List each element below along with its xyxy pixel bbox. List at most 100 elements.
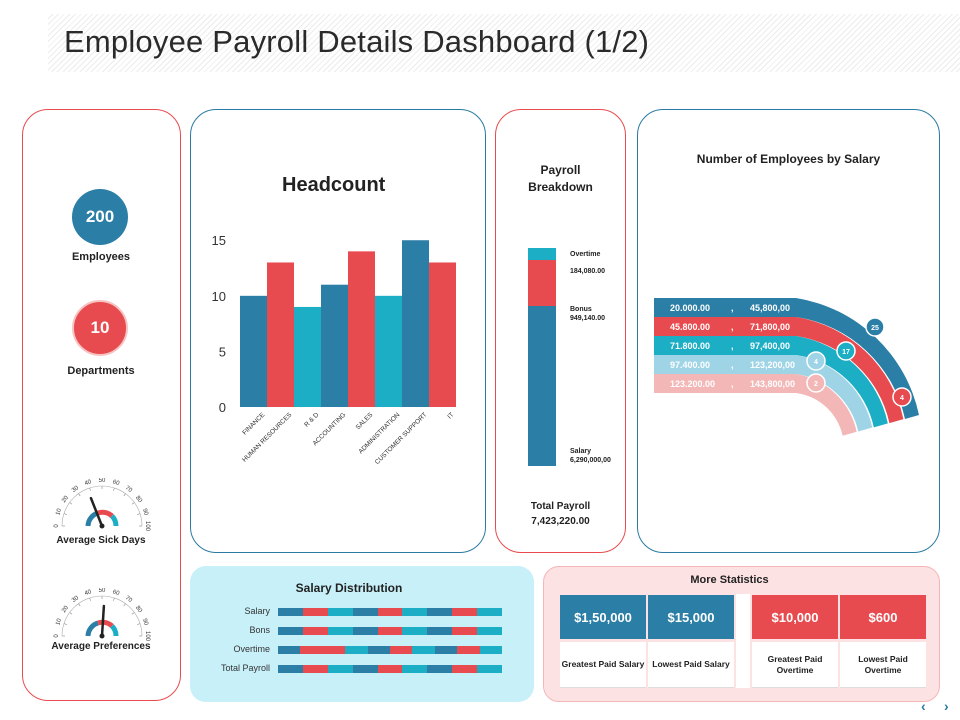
preferences-gauge-tick-label: 60 [112,589,121,597]
distribution-segment [477,665,502,673]
headcount-bar [267,262,294,407]
page-title: Employee Payroll Details Dashboard (1/2) [64,24,649,60]
distribution-segment [427,627,452,635]
preferences-label: Average Preferences [22,641,180,652]
distribution-segment [278,665,303,673]
distribution-segment [402,665,427,673]
overtime-name: Overtime [570,251,600,258]
salary-band-count: 4 [814,359,818,366]
preferences-gauge-tick [137,624,140,625]
preferences-gauge-arc-red [98,622,112,626]
preferences-gauge-needle-hub [100,634,105,639]
distribution-row-label: Salary [196,606,270,616]
preferences-gauge-needle [102,606,104,636]
distribution-segment [457,646,479,654]
overtime-value: 184,080.00 [570,268,605,275]
sick-days-gauge-tick [70,502,72,504]
salary-band-to: 71,800,00 [750,322,790,332]
salary-band-count: 2 [814,381,818,388]
distribution-segment [378,608,403,616]
salary-band-from: 123.200.00 [670,379,715,389]
distribution-segment [328,608,353,616]
headcount-bar [294,307,321,407]
sick-days-gauge-tick-label: 80 [134,495,143,504]
distribution-row-bar [278,665,502,673]
stats-divider [736,594,750,688]
sick-days-gauge-tick-label: 70 [124,485,133,494]
distribution-segment [427,665,452,673]
distribution-segment [390,646,412,654]
sick-days-gauge-tick [113,488,114,491]
salary-bands-chart: 20.000.00, 45,800,002545.800.00, 71,800,00… [640,290,936,460]
sick-days-label: Average Sick Days [22,535,180,546]
preferences-gauge-tick [124,604,126,606]
salary-band-separator: , [731,303,734,313]
next-slide-button[interactable]: › [944,698,949,714]
preferences-gauge-tick-label: 30 [71,595,80,604]
distribution-segment [480,646,502,654]
sick-days-gauge-tick [64,514,67,515]
preferences-gauge-arc-teal [112,626,116,636]
salary-band-from: 71.800.00 [670,341,710,351]
more-statistics-title: More Statistics [543,574,916,586]
greatest-paid-overtime-label: Greatest Paid Overtime [752,642,838,688]
greatest-paid-salary-label: Greatest Paid Salary [560,642,646,688]
salary-band-from: 45.800.00 [670,322,710,332]
preferences-gauge-tick [113,598,114,601]
distribution-row-bar [278,608,502,616]
preferences-gauge-tick-label: 90 [141,618,149,627]
salary-band-separator: , [731,379,734,389]
headcount-category-label: CUSTOMER SUPPORT [374,411,429,466]
prev-slide-button[interactable]: ‹ [921,698,926,714]
sick-days-gauge-arc-teal [112,516,116,526]
sick-days-gauge-tick-label: 20 [61,495,70,504]
headcount-bar [402,240,429,407]
distribution-segment [300,646,322,654]
distribution-row-label: Bons [196,625,270,635]
headcount-title: Headcount [282,174,385,197]
sick-days-gauge-tick [132,502,134,504]
sick-days-gauge-tick [137,514,140,515]
lowest-paid-overtime-value: $600 [840,595,926,639]
distribution-row-bar [278,627,502,635]
preferences-gauge-tick-label: 10 [55,617,63,626]
headcount-ytick-label: 5 [219,344,226,359]
sick-days-gauge-tick-label: 30 [71,485,80,494]
salary-band-to: 97,400,00 [750,341,790,351]
distribution-segment [303,627,328,635]
distribution-segment [353,627,378,635]
salary-band-to: 143,800,00 [750,379,795,389]
distribution-segment [368,646,390,654]
bonus-segment [528,260,556,306]
salary-segment [528,306,556,466]
headcount-ytick-label: 15 [212,233,226,248]
preferences-gauge-tick-label: 70 [124,595,133,604]
total-payroll-value: 7,423,220.00 [495,516,626,527]
distribution-segment [477,627,502,635]
sick-days-gauge-tick [90,488,91,491]
salary-band-count: 4 [900,395,904,402]
sick-days-gauge-needle-hub [100,524,105,529]
salary-distribution-title: Salary Distribution [190,581,508,595]
overtime-segment [528,248,556,260]
distribution-segment [278,646,300,654]
payroll-breakdown-title-line2: Breakdown [495,180,626,194]
distribution-segment [353,608,378,616]
departments-count-badge: 10 [72,300,128,356]
distribution-segment [435,646,457,654]
preferences-gauge-tick-label: 50 [99,588,106,594]
sick-days-gauge-tick-label: 0 [54,524,60,528]
employees-label: Employees [22,251,180,263]
distribution-segment [378,665,403,673]
sick-days-gauge-tick [78,494,80,496]
distribution-segment [378,627,403,635]
distribution-segment [328,627,353,635]
preferences-gauge-tick [78,604,80,606]
headcount-category-label: R & D [303,411,320,428]
greatest-paid-overtime-value: $10,000 [752,595,838,639]
headcount-category-label: HUMAN RESOURCES [241,411,294,464]
distribution-segment [303,608,328,616]
preferences-gauge-tick-label: 20 [61,605,70,614]
